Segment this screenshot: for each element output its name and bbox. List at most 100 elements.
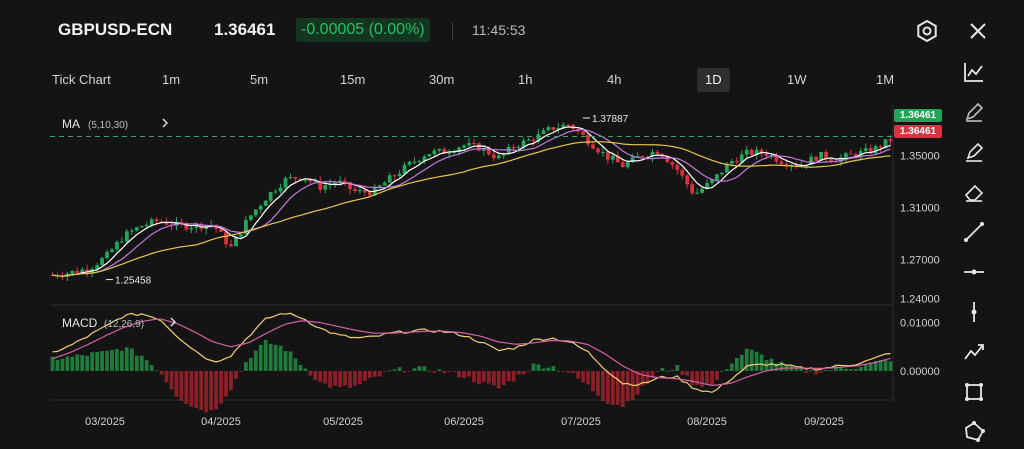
- macd-histogram-bar: [392, 369, 397, 371]
- macd-histogram-bar: [467, 370, 471, 377]
- vertical-line-icon[interactable]: [962, 300, 986, 324]
- date-axis-tick: 04/2025: [201, 416, 241, 428]
- settings-icon[interactable]: [914, 18, 940, 44]
- candle-body: [412, 161, 417, 163]
- tab-4h[interactable]: 4h: [607, 72, 622, 87]
- macd-histogram-bar: [95, 352, 99, 371]
- candle-body: [308, 179, 313, 182]
- macd-histogram-bar: [883, 359, 888, 371]
- tab-1h[interactable]: 1h: [518, 72, 533, 87]
- macd-histogram-bar: [720, 370, 724, 372]
- tab-tick-chart[interactable]: Tick Chart: [52, 72, 111, 87]
- drawing-toolbar: [950, 54, 1000, 448]
- pencil-icon[interactable]: [962, 100, 986, 124]
- low-annotation: 1.25458: [115, 276, 152, 287]
- macd-histogram-bar: [655, 370, 660, 372]
- tab-5m[interactable]: 5m: [250, 72, 269, 87]
- polygon-icon[interactable]: [962, 420, 986, 444]
- macd-histogram-bar: [868, 362, 873, 371]
- candle-body: [437, 148, 442, 151]
- ma-line-ma5: [52, 126, 891, 277]
- candle-body: [516, 147, 521, 149]
- macd-histogram-bar: [531, 363, 536, 371]
- candle-body: [462, 145, 466, 148]
- candle-body: [759, 149, 764, 154]
- tab-1d[interactable]: 1D: [697, 68, 730, 92]
- macd-histogram-bar: [402, 370, 407, 373]
- polyline-icon[interactable]: [962, 340, 986, 364]
- tab-30m[interactable]: 30m: [429, 72, 455, 87]
- date-axis-tick: 03/2025: [85, 416, 125, 428]
- macd-histogram-bar: [387, 370, 392, 372]
- macd-histogram-bar: [263, 339, 268, 371]
- macd-histogram-bar: [601, 370, 605, 402]
- candle-body: [724, 163, 729, 173]
- candle-body: [690, 184, 695, 194]
- macd-histogram-bar: [873, 360, 878, 371]
- macd-histogram-bar: [501, 370, 506, 385]
- macd-histogram-bar: [610, 370, 615, 405]
- chevron-right-icon: [162, 118, 168, 128]
- candle-body: [457, 147, 461, 152]
- candle-body: [700, 188, 704, 193]
- macd-histogram-bar: [769, 358, 774, 371]
- macd-histogram-bar: [591, 370, 595, 392]
- candle-body: [323, 185, 328, 190]
- candle-body: [620, 162, 625, 168]
- macd-histogram-bar: [115, 349, 119, 371]
- tab-1w[interactable]: 1W: [787, 72, 807, 87]
- macd-histogram-bar: [715, 370, 719, 380]
- horizontal-line-icon[interactable]: [962, 260, 986, 284]
- candle-body: [154, 219, 159, 222]
- macd-histogram-bar: [134, 355, 139, 371]
- macd-histogram-bar: [273, 344, 278, 371]
- tab-15m[interactable]: 15m: [340, 72, 366, 87]
- macd-histogram-bar: [863, 363, 868, 371]
- macd-histogram-bar: [204, 370, 209, 413]
- brush-icon[interactable]: [962, 140, 986, 164]
- eraser-icon[interactable]: [962, 180, 986, 204]
- macd-histogram-bar: [844, 368, 848, 371]
- macd-histogram-bar: [179, 370, 184, 401]
- close-icon[interactable]: [965, 18, 991, 44]
- macd-histogram-bar: [521, 370, 526, 375]
- macd-histogram-bar: [407, 370, 412, 372]
- macd-line-dea: [52, 318, 891, 387]
- macd-histogram-bar: [219, 370, 223, 404]
- tab-1m-month[interactable]: 1M: [876, 72, 895, 87]
- date-axis-tick: 06/2025: [444, 416, 484, 428]
- trend-line-icon[interactable]: [962, 220, 986, 244]
- candle-body: [273, 191, 278, 193]
- macd-histogram-bar: [829, 370, 833, 372]
- header-bar: GBPUSD-ECN 1.36461 -0.00005 (0.00%) 11:4…: [0, 0, 1024, 62]
- candle-body: [313, 180, 318, 182]
- candle-body: [482, 147, 486, 151]
- tab-1m[interactable]: 1m: [162, 72, 181, 87]
- candle-body: [268, 192, 273, 201]
- candle-body: [377, 185, 382, 187]
- candle-body: [447, 152, 452, 154]
- macd-histogram-bar: [625, 370, 630, 402]
- macd-histogram-bar: [779, 361, 784, 371]
- macd-histogram-bar: [85, 355, 90, 371]
- price-chart[interactable]: 1.35000 1.31000 1.27000 1.24000 0.01000 0.000…: [0, 0, 950, 448]
- macd-legend-params: (12,26,9): [104, 319, 144, 330]
- candle-body: [467, 143, 471, 146]
- candle-body: [630, 156, 635, 163]
- line-chart-icon[interactable]: [962, 60, 986, 84]
- macd-histogram-bar: [566, 370, 571, 373]
- date-axis-tick: 07/2025: [561, 416, 601, 428]
- macd-histogram-bar: [149, 364, 154, 371]
- candle-body: [853, 154, 858, 157]
- candle-body: [303, 179, 308, 181]
- symbol-name[interactable]: GBPUSD-ECN: [58, 20, 173, 39]
- macd-histogram-bar: [620, 370, 625, 408]
- rectangle-icon[interactable]: [962, 380, 986, 404]
- macd-histogram-bar: [184, 370, 189, 404]
- candle-body: [715, 174, 719, 180]
- macd-histogram-bar: [318, 370, 323, 382]
- candle-body: [819, 152, 823, 161]
- macd-histogram-bar: [243, 362, 248, 371]
- macd-histogram-bar: [457, 370, 461, 378]
- candle-body: [858, 150, 863, 157]
